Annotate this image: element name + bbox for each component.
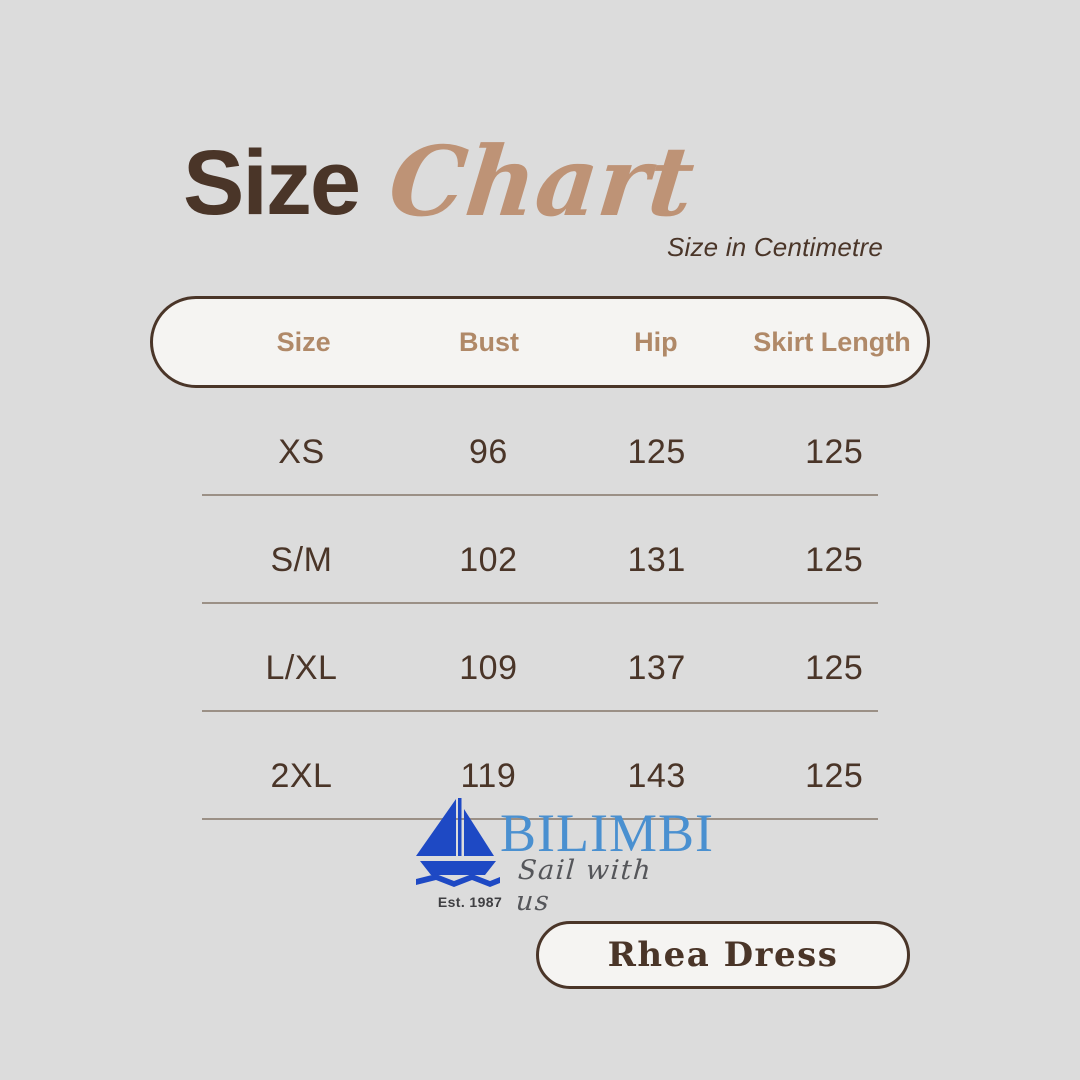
table-row: 2XL 119 143 125	[150, 734, 930, 818]
page-title-main: Size	[183, 132, 361, 234]
cell-size: 2XL	[270, 756, 333, 795]
cell-skirt-length: 125	[805, 648, 864, 687]
table-body: XS 96 125 125 S/M 102 131 125 L/XL 109 1…	[150, 410, 930, 820]
row-divider	[202, 818, 878, 820]
cell-bust: 119	[460, 756, 517, 795]
row-divider	[202, 710, 878, 712]
cell-skirt-length: 125	[805, 540, 864, 579]
row-divider	[202, 602, 878, 604]
brand-established: Est. 1987	[437, 894, 503, 910]
column-header-size: Size	[276, 326, 331, 357]
table-header-pill: Size Bust Hip Skirt Length	[150, 296, 930, 388]
table-header-row: Size Bust Hip Skirt Length	[153, 299, 927, 385]
brand-name: BILIMBI	[500, 803, 714, 863]
cell-bust: 109	[459, 648, 518, 687]
column-header-hip: Hip	[634, 326, 678, 357]
table-row: XS 96 125 125	[150, 410, 930, 494]
sailboat-icon	[412, 793, 504, 893]
cell-skirt-length: 125	[805, 756, 864, 795]
unit-subtitle: Size in Centimetre	[666, 232, 883, 262]
brand-tagline: Sail with us	[514, 855, 654, 917]
column-header-skirt-length: Skirt Length	[753, 326, 911, 357]
cell-size: L/XL	[265, 648, 338, 687]
column-header-bust: Bust	[459, 326, 520, 357]
cell-bust: 102	[459, 540, 518, 579]
cell-bust: 96	[468, 432, 508, 471]
table-row: S/M 102 131 125	[150, 518, 930, 602]
title-block: Size Chart Size in Centimetre	[0, 125, 1080, 278]
cell-size: XS	[278, 432, 325, 471]
size-chart-table: Size Bust Hip Skirt Length XS 96 125 125…	[150, 296, 930, 820]
table-row: L/XL 109 137 125	[150, 626, 930, 710]
cell-hip: 137	[627, 648, 686, 687]
row-divider	[202, 494, 878, 496]
cell-hip: 143	[627, 756, 686, 795]
brand-logo: BILIMBI Sail with us Est. 1987	[412, 793, 713, 918]
cell-size: S/M	[270, 540, 333, 579]
product-name-pill: Rhea Dress	[536, 921, 910, 989]
cell-hip: 125	[627, 432, 686, 471]
cell-hip: 131	[627, 540, 686, 579]
cell-skirt-length: 125	[805, 432, 864, 471]
product-name: Rhea Dress	[607, 935, 839, 975]
page-title-script: Chart	[384, 125, 700, 238]
